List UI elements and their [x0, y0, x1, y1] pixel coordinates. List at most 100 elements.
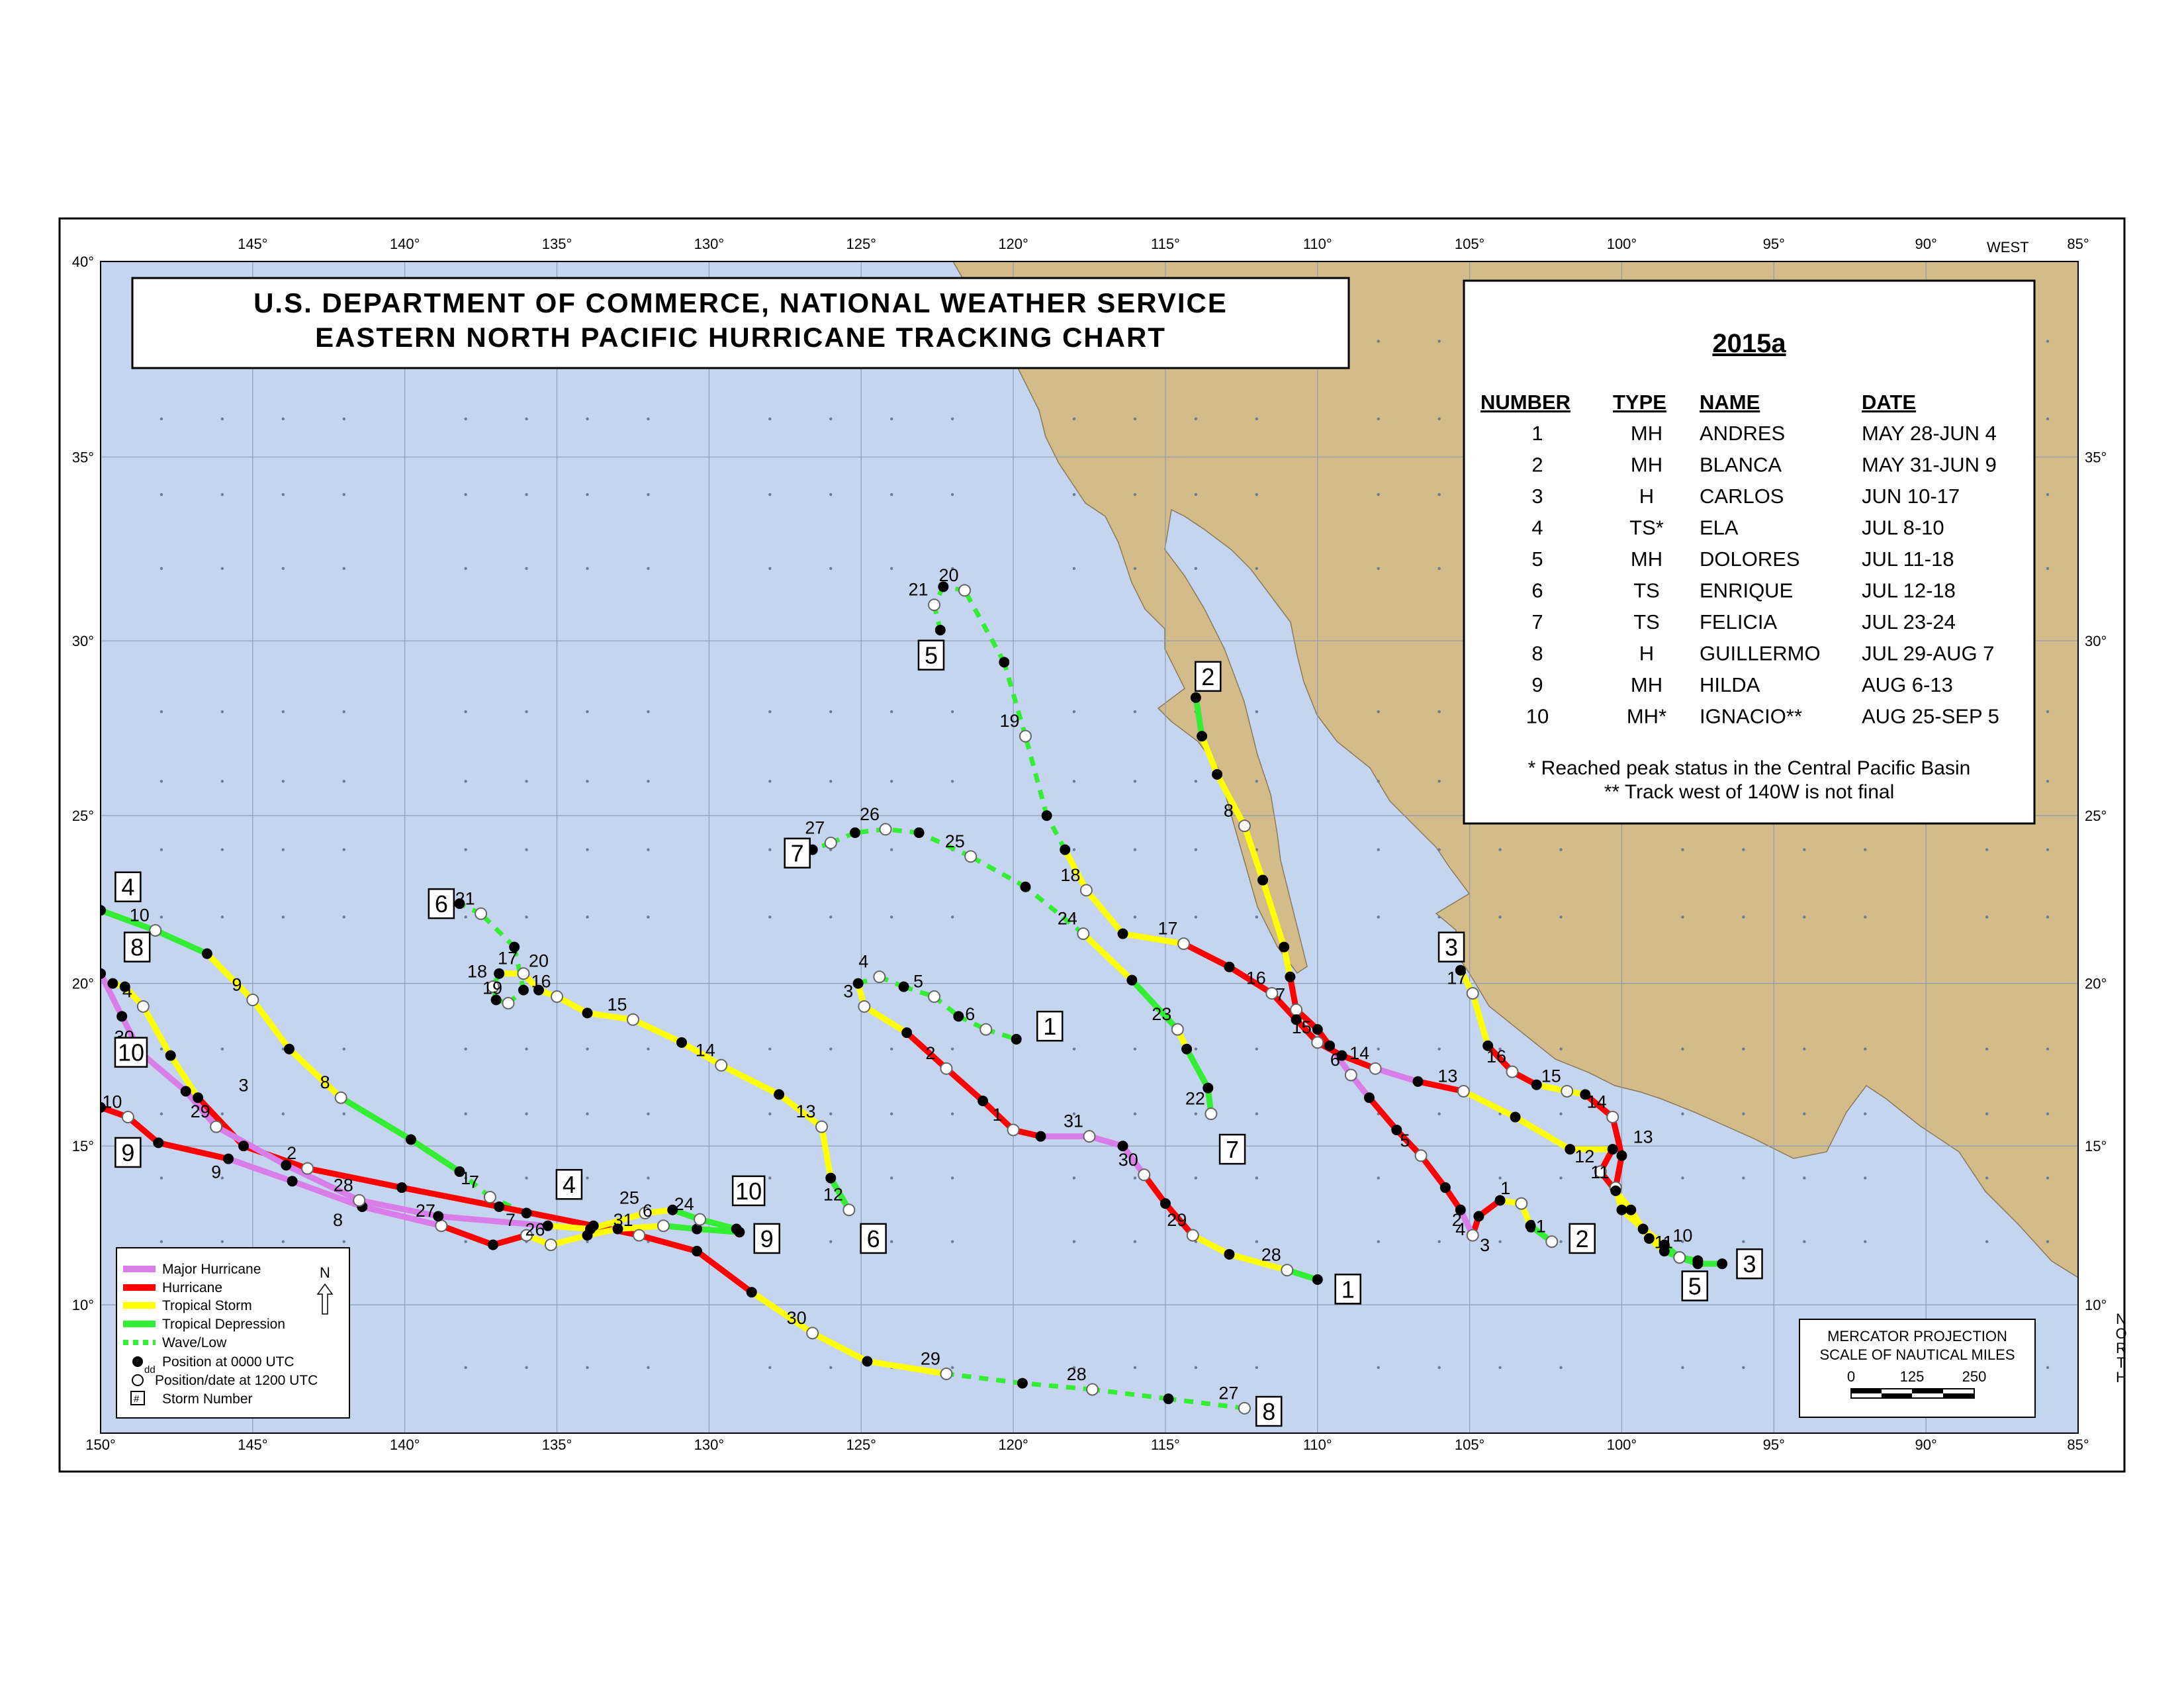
- date-label: 12: [823, 1185, 843, 1205]
- track-segment-2: [1199, 733, 1220, 778]
- grid-dot: [768, 417, 772, 420]
- grid-dot: [281, 417, 285, 420]
- table-note-2: ** Track west of 140W is not final: [1604, 781, 1895, 803]
- grid-dot: [1498, 1366, 1502, 1370]
- grid-dot: [1377, 710, 1380, 714]
- track-segment-4: [408, 1137, 463, 1175]
- map-border: [100, 261, 2079, 1434]
- grid-dot: [647, 1047, 650, 1051]
- grid-dot: [586, 567, 589, 570]
- date-label: 18: [1060, 865, 1080, 885]
- position-1200-marker: [626, 1013, 639, 1026]
- grid-dot: [890, 710, 893, 714]
- track-segment-9: [438, 1223, 496, 1248]
- grid-dot: [1255, 1366, 1259, 1370]
- position-1200-marker: [1138, 1168, 1151, 1182]
- grid-dot: [464, 567, 467, 570]
- grid-dot: [1559, 848, 1563, 851]
- storm-number-box: [123, 931, 151, 962]
- position-0000-marker: [1285, 971, 1296, 982]
- position-0000-marker: [281, 1160, 292, 1171]
- grid-dot: [464, 1176, 467, 1180]
- storm-number-label: 6: [435, 890, 448, 917]
- position-0000-marker: [1224, 1248, 1235, 1260]
- table-cell-type: H: [1639, 642, 1654, 665]
- longitude-label: 125°: [846, 1436, 876, 1453]
- grid-dot: [1072, 780, 1076, 783]
- track-segment-3: [1469, 990, 1491, 1049]
- grid-dot: [1072, 1112, 1076, 1115]
- grid-dot: [586, 1176, 589, 1180]
- grid-dot: [159, 1176, 163, 1180]
- position-1200-marker: [1545, 1235, 1559, 1248]
- grid-dot: [1803, 1047, 1806, 1051]
- date-label: 13: [1633, 1127, 1653, 1147]
- grid-lines: [101, 261, 2078, 1433]
- position-0000-marker: [585, 1223, 596, 1235]
- date-label: 14: [1349, 1043, 1369, 1063]
- storm-number-label: 7: [791, 840, 804, 867]
- date-label: 5: [1400, 1131, 1410, 1150]
- grid-dot: [1255, 915, 1259, 919]
- projection-box: MERCATOR PROJECTION SCALE OF NAUTICAL MI…: [1799, 1319, 2036, 1418]
- table-cell-date: JUL 12-18: [1862, 579, 1956, 602]
- legend-0000-dot: [132, 1356, 143, 1367]
- position-1200-marker: [1290, 1003, 1303, 1016]
- position-0000-marker: [1455, 964, 1466, 976]
- storm-number-label: 1: [1043, 1013, 1056, 1040]
- grid-dot: [281, 1112, 285, 1115]
- date-label: 29: [191, 1102, 210, 1121]
- track-segment-2: [1259, 877, 1287, 951]
- title-line-2: EASTERN NORTH PACIFIC HURRICANE TRACKING…: [315, 322, 1166, 353]
- grid-dot: [829, 710, 833, 714]
- grid-dot: [1437, 1047, 1441, 1051]
- grid-dot: [342, 1047, 345, 1051]
- track-segment-1: [861, 1003, 910, 1036]
- latitude-label: 25°: [2085, 808, 2107, 824]
- date-label: 1: [461, 1168, 471, 1188]
- table-cell-name: ENRIQUE: [1700, 579, 1793, 602]
- grid-dot: [1377, 1366, 1380, 1370]
- grid-dot: [1742, 848, 1745, 851]
- grid-dot: [220, 1112, 224, 1115]
- legend: Major Hurricane Hurricane Tropical Storm…: [116, 1247, 350, 1419]
- table-cell-type: TS: [1633, 610, 1660, 633]
- date-label: 7: [506, 1210, 516, 1230]
- position-1200-marker: [1186, 1229, 1199, 1242]
- grid-dot: [159, 848, 163, 851]
- position-1200-marker: [715, 1058, 728, 1072]
- grid-dot: [768, 915, 772, 919]
- grid-dot: [829, 1112, 833, 1115]
- track-segment-4: [250, 997, 293, 1053]
- grid-dot: [1133, 567, 1137, 570]
- grid-dot: [1133, 492, 1137, 496]
- position-0000-marker: [1224, 961, 1235, 972]
- track-segment-1: [1189, 1232, 1232, 1258]
- grid-dot: [220, 567, 224, 570]
- position-1200-marker: [940, 1367, 953, 1380]
- grid-dot: [1559, 1366, 1563, 1370]
- season-title: 2015a: [1712, 329, 1786, 358]
- grid-dot: [1742, 1176, 1745, 1180]
- track-segment-5: [1627, 1207, 1653, 1242]
- grid-dot: [159, 567, 163, 570]
- grid-dot: [768, 848, 772, 851]
- position-0000-marker: [1324, 1040, 1336, 1051]
- position-0000-marker: [1312, 1274, 1323, 1286]
- position-0000-marker: [1117, 928, 1128, 939]
- position-0000-marker: [1126, 974, 1138, 986]
- grid-dot: [1133, 780, 1137, 783]
- grid-dot: [1437, 710, 1441, 714]
- date-label: 2: [287, 1143, 296, 1163]
- date-label: 17: [498, 949, 518, 968]
- date-label: 9: [211, 1162, 221, 1182]
- grid-dot: [2046, 492, 2050, 496]
- date-label: 17: [1447, 968, 1467, 988]
- position-0000-marker: [1692, 1255, 1704, 1266]
- grid-dot: [1559, 1047, 1563, 1051]
- date-label: 8: [320, 1072, 330, 1092]
- position-1200-marker: [1238, 1401, 1251, 1415]
- position-0000-marker: [201, 948, 212, 959]
- grid-dot: [2046, 1240, 2050, 1243]
